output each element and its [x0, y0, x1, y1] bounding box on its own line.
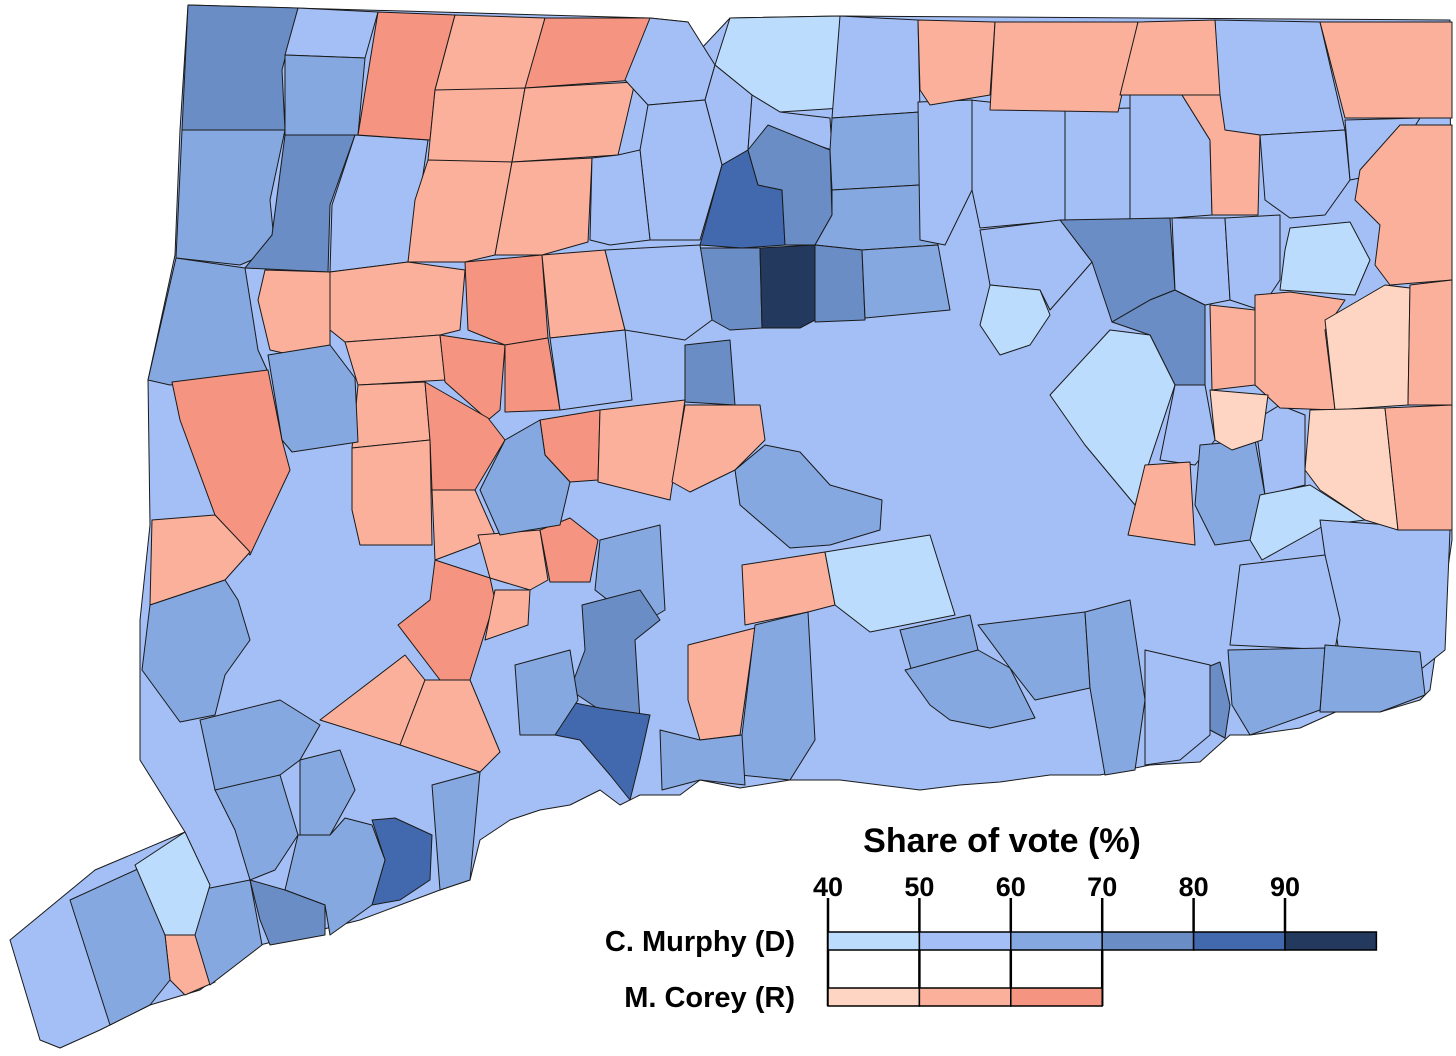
- legend-tick-label: 60: [996, 872, 1026, 902]
- town: [399, 679, 501, 773]
- legend-swatch: [1192, 931, 1286, 951]
- legend-candidate-label: C. Murphy (D): [605, 926, 795, 958]
- town: [329, 261, 466, 343]
- town: [829, 111, 921, 191]
- town: [1084, 599, 1146, 776]
- town: [284, 54, 366, 136]
- town: [439, 334, 506, 421]
- town: [1384, 404, 1453, 531]
- town: [464, 254, 549, 346]
- town: [539, 517, 599, 583]
- town: [479, 419, 571, 536]
- town: [549, 329, 633, 411]
- legend-swatch: [918, 931, 1012, 951]
- town: [1144, 649, 1211, 766]
- town: [1229, 554, 1341, 651]
- town: [351, 381, 431, 449]
- town: [554, 699, 651, 801]
- town: [171, 369, 291, 556]
- town: [351, 439, 433, 546]
- town: [917, 19, 996, 106]
- legend: Share of vote (%) 40 50 60 70 80 90 C. Murphy…: [605, 822, 1378, 1014]
- legend-tick-label: 50: [904, 872, 934, 902]
- town: [1354, 124, 1453, 286]
- legend-swatch: [1284, 931, 1378, 951]
- town: [977, 611, 1091, 701]
- town: [1279, 221, 1371, 296]
- town: [831, 15, 921, 119]
- town: [917, 99, 973, 246]
- legend-swatch: [1101, 931, 1195, 951]
- town: [684, 339, 736, 406]
- town: [134, 831, 211, 936]
- legend-candidate-label: M. Corey (R): [624, 982, 795, 1014]
- town: [149, 514, 251, 606]
- legend-tick-label: 40: [813, 872, 843, 902]
- legend-swatch: [918, 987, 1012, 1007]
- town: [824, 534, 956, 633]
- town: [344, 334, 446, 386]
- legend-rows: C. Murphy (D) M. Corey (R): [605, 926, 1378, 1014]
- town: [741, 551, 836, 626]
- legend-swatch: [827, 931, 921, 951]
- town: [511, 81, 636, 163]
- town: [759, 244, 816, 329]
- town: [431, 771, 481, 891]
- town: [1319, 644, 1426, 713]
- town: [1227, 647, 1326, 736]
- town: [299, 749, 356, 836]
- legend-swatch: [1010, 931, 1103, 951]
- town: [1254, 291, 1346, 411]
- town: [257, 269, 331, 356]
- legend-tick-label: 90: [1270, 872, 1300, 902]
- town: [267, 344, 359, 453]
- town: [659, 729, 746, 791]
- town: [1259, 129, 1351, 219]
- town: [597, 399, 686, 501]
- legend-title: Share of vote (%): [863, 822, 1141, 860]
- town: [969, 99, 1066, 229]
- town: [604, 244, 713, 341]
- town: [141, 579, 251, 723]
- town: [494, 157, 593, 256]
- town: [1209, 389, 1269, 451]
- town: [1181, 94, 1261, 216]
- town: [249, 879, 326, 946]
- town: [814, 244, 866, 323]
- legend-tick-label: 70: [1087, 872, 1117, 902]
- legend-tick-label: 80: [1179, 872, 1209, 902]
- town: [484, 589, 531, 641]
- legend-swatch: [1010, 987, 1103, 1007]
- town: [477, 529, 549, 591]
- town: [181, 4, 299, 131]
- town: [1254, 404, 1306, 496]
- town: [861, 244, 951, 319]
- legend-swatch: [827, 987, 921, 1007]
- town: [1171, 217, 1231, 306]
- town: [1209, 304, 1256, 391]
- town: [214, 774, 299, 881]
- town: [1064, 107, 1131, 221]
- town: [989, 21, 1139, 113]
- town: [734, 444, 883, 549]
- town: [1319, 21, 1453, 119]
- town: [979, 284, 1051, 356]
- town: [1407, 279, 1453, 406]
- town: [904, 649, 1036, 729]
- town: [514, 649, 579, 736]
- town: [589, 149, 651, 246]
- town: [284, 7, 379, 59]
- town: [1127, 461, 1196, 546]
